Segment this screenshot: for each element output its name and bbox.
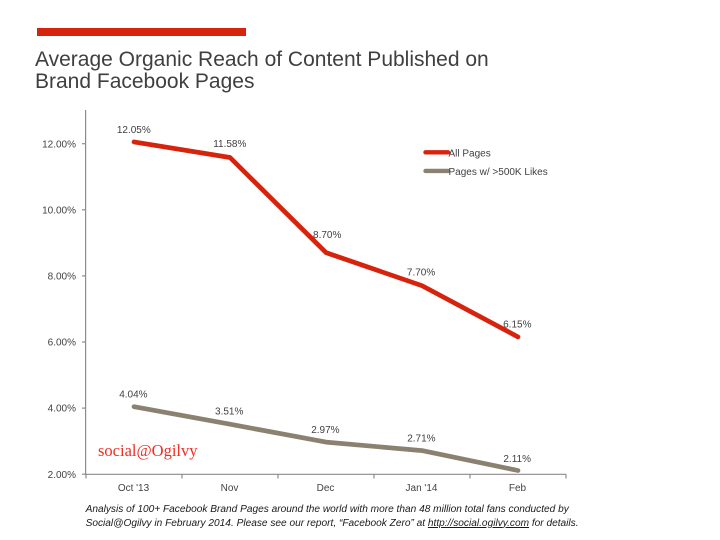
svg-text:8.00%: 8.00% [48,272,76,283]
svg-text:Dec: Dec [317,483,335,494]
svg-text:Feb: Feb [509,483,527,494]
svg-text:3.51%: 3.51% [215,407,243,418]
svg-text:2.11%: 2.11% [503,454,531,465]
svg-text:6.15%: 6.15% [503,319,531,330]
svg-text:12.00%: 12.00% [42,139,76,150]
svg-text:10.00%: 10.00% [42,205,76,216]
svg-text:Oct '13: Oct '13 [118,483,150,494]
svg-text:7.70%: 7.70% [407,268,435,279]
svg-text:2.71%: 2.71% [407,434,435,445]
svg-text:All Pages: All Pages [449,148,491,159]
svg-text:Jan '14: Jan '14 [406,483,438,494]
svg-text:2.00%: 2.00% [48,470,76,481]
svg-text:Pages w/ >500K Likes: Pages w/ >500K Likes [449,167,548,178]
svg-text:12.05%: 12.05% [117,125,151,136]
svg-text:2.97%: 2.97% [311,425,339,436]
svg-text:8.70%: 8.70% [313,230,341,241]
svg-text:4.00%: 4.00% [48,404,76,415]
svg-text:6.00%: 6.00% [48,338,76,349]
svg-text:11.58%: 11.58% [213,139,246,150]
svg-text:4.04%: 4.04% [119,390,147,401]
svg-text:Nov: Nov [221,483,239,494]
